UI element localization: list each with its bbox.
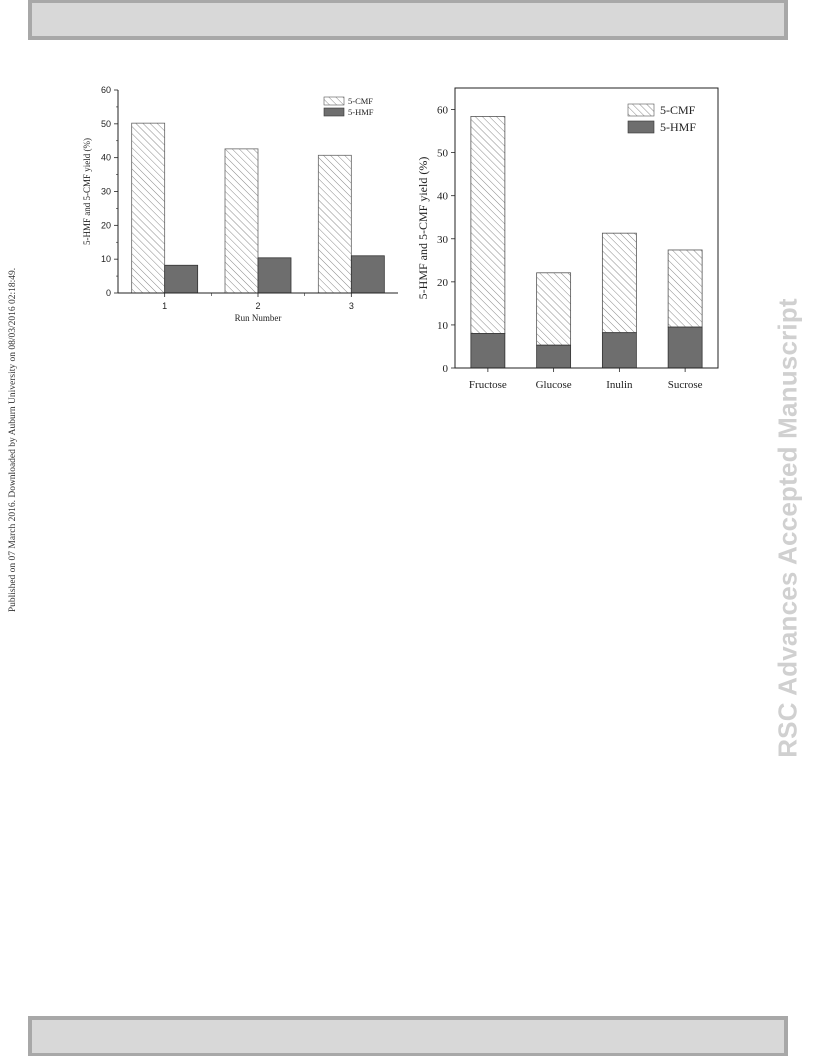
plot-frame (454, 87, 719, 369)
x-tick-label: Sucrose (668, 379, 703, 391)
legend-swatch-5-hmf (323, 107, 345, 117)
y-tick-label: 30 (437, 234, 449, 246)
y-tick-label: 60 (437, 105, 449, 117)
y-tick-label: 10 (101, 254, 111, 264)
bar-5-hmf (257, 257, 292, 294)
y-tick-label: 60 (101, 85, 111, 95)
x-tick-label: 2 (255, 301, 260, 311)
y-tick-label: 20 (437, 277, 449, 289)
x-axis-label: Run Number (235, 313, 282, 323)
x-tick-label: Glucose (536, 379, 572, 391)
publication-note: Published on 07 March 2016. Downloaded b… (4, 245, 22, 635)
bar-5-hmf (350, 255, 385, 294)
legend-swatch-5-cmf (323, 96, 345, 106)
bar-5-cmf (470, 116, 506, 334)
x-tick-label: 1 (162, 301, 167, 311)
y-tick-label: 0 (443, 363, 449, 375)
y-tick-label: 40 (101, 153, 111, 163)
bar-5-hmf (601, 332, 637, 369)
footer-band (28, 1016, 788, 1056)
x-tick-label: Inulin (606, 379, 633, 391)
y-tick-label: 40 (437, 191, 449, 203)
bar-5-cmf (601, 232, 637, 334)
legend-label-5-cmf: 5-CMF (348, 96, 373, 106)
y-tick-label: 20 (101, 220, 111, 230)
y-axis-label: 5-HMF and 5-CMF yield (%) (82, 138, 92, 245)
y-tick-label: 50 (101, 119, 111, 129)
bar-5-cmf (536, 272, 572, 346)
y-axis-label: 5-HMF and 5-CMF yield (%) (416, 157, 430, 300)
y-tick-label: 30 (101, 187, 111, 197)
publication-note-text: Published on 07 March 2016. Downloaded b… (8, 267, 18, 613)
bar-5-cmf (131, 122, 166, 294)
legend-swatch-5-cmf (627, 103, 655, 117)
y-tick-label: 50 (437, 148, 449, 160)
watermark-text: RSC Advances Accepted Manuscript (772, 298, 803, 758)
bar-5-hmf (164, 264, 199, 294)
x-tick-label: Fructose (469, 379, 507, 391)
bar-5-hmf (536, 344, 572, 369)
substrate-yield-chart: Fructose Glucose Inulin Sucrose 0 10 20 30 40 50 6… (416, 87, 719, 391)
bar-5-cmf (667, 249, 703, 328)
bar-5-hmf (470, 333, 506, 369)
y-tick-label: 0 (106, 288, 111, 298)
header-band (28, 0, 788, 40)
bar-5-hmf (667, 326, 703, 369)
watermark: RSC Advances Accepted Manuscript (768, 258, 808, 798)
x-tick-label: 3 (349, 301, 354, 311)
legend-label-5-hmf: 5-HMF (348, 107, 374, 117)
legend-swatch-5-hmf (627, 120, 655, 134)
legend-label-5-cmf: 5-CMF (660, 103, 696, 117)
bar-5-cmf (224, 148, 259, 294)
y-tick-label: 10 (437, 320, 449, 332)
legend-label-5-hmf: 5-HMF (660, 120, 696, 134)
bar-5-cmf (317, 154, 352, 294)
